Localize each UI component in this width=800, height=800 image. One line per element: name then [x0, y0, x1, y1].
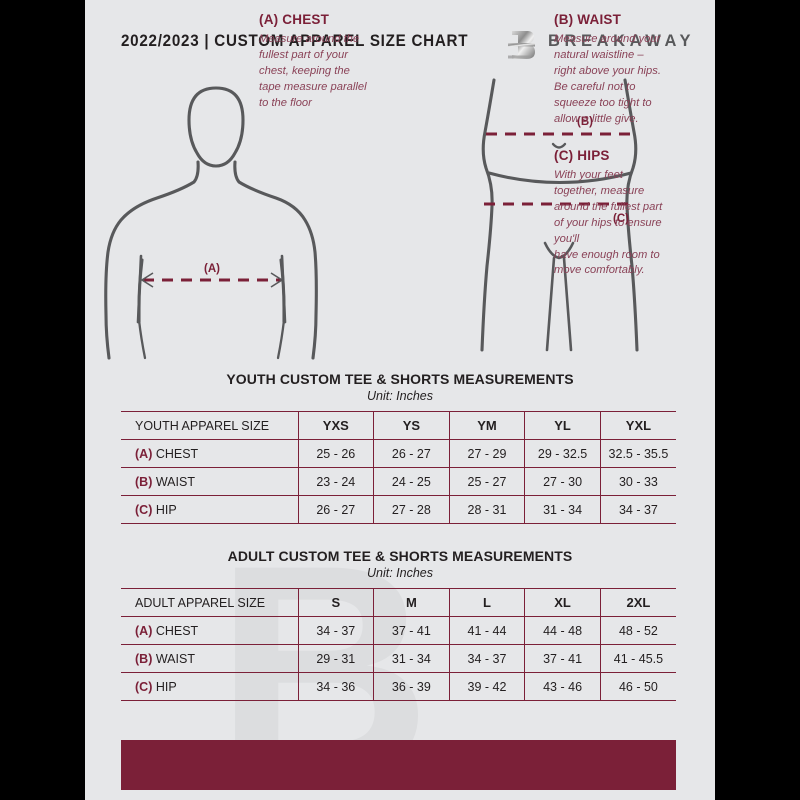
- adult-size-header-xl: XL: [524, 588, 601, 617]
- youth-hip-ym: 28 - 31: [448, 495, 526, 524]
- footer-bar: [121, 740, 676, 790]
- adult-waist-s: 29 - 31: [297, 644, 375, 673]
- youth-waist-ym: 25 - 27: [448, 467, 526, 496]
- male-torso-front-outline-icon: [104, 86, 318, 360]
- callout-waist: (B) WAIST Measure around your natural wa…: [554, 12, 702, 127]
- size-chart-page: B 2022/2023 | CUSTOM APPAREL SIZE CHART …: [85, 0, 715, 800]
- adult-apparel-size-header: ADULT APPAREL SIZE: [121, 588, 299, 617]
- table-row: (C) HIP 26 - 27 27 - 28 28 - 31 31 - 34 34 - …: [121, 495, 676, 524]
- callout-waist-body: Measure around your natural waistline – …: [554, 33, 661, 125]
- table-row: (A) CHEST 34 - 37 37 - 41 41 - 44 44 - 48 48 …: [121, 616, 676, 645]
- table-row: (C) HIP 34 - 36 36 - 39 39 - 42 43 - 46 46 - …: [121, 672, 676, 701]
- adult-size-header-s: S: [297, 588, 375, 617]
- waist-line-label: (B): [577, 116, 593, 128]
- adult-row-label-waist: (B) WAIST: [121, 644, 299, 673]
- adult-waist-xl: 37 - 41: [524, 644, 601, 673]
- table-header-row: ADULT APPAREL SIZE S M L XL 2XL: [121, 588, 676, 617]
- youth-size-header-yxl: YXL: [599, 411, 676, 440]
- adult-chest-s: 34 - 37: [297, 616, 375, 645]
- adult-row-label-hip: (C) HIP: [121, 672, 299, 701]
- youth-size-header-ys: YS: [373, 411, 450, 440]
- chest-line-label: (A): [204, 263, 220, 275]
- youth-waist-yxl: 30 - 33: [599, 467, 676, 496]
- adult-hip-2xl: 46 - 50: [599, 672, 676, 701]
- hips-line-label: (C): [613, 213, 629, 225]
- youth-waist-yxs: 23 - 24: [297, 467, 375, 496]
- adult-waist-2xl: 41 - 45.5: [599, 644, 676, 673]
- youth-hip-yxl: 34 - 37: [599, 495, 676, 524]
- table-row: (B) WAIST 29 - 31 31 - 34 34 - 37 37 - 41 41 …: [121, 644, 676, 673]
- youth-hip-ys: 27 - 28: [373, 495, 450, 524]
- table-row: (B) WAIST 23 - 24 24 - 25 25 - 27 27 - 30 30 …: [121, 467, 676, 496]
- adult-size-header-m: M: [373, 588, 450, 617]
- youth-chest-ys: 26 - 27: [373, 439, 450, 468]
- youth-waist-ys: 24 - 25: [373, 467, 450, 496]
- adult-row-label-chest: (A) CHEST: [121, 616, 299, 645]
- adult-chest-m: 37 - 41: [373, 616, 450, 645]
- callout-hips-body: With your feet together, measure around …: [554, 169, 663, 277]
- page-title: 2022/2023 | CUSTOM APPAREL SIZE CHART: [121, 32, 469, 50]
- youth-apparel-size-header: YOUTH APPAREL SIZE: [121, 411, 299, 440]
- adult-size-header-l: L: [448, 588, 526, 617]
- measure-tag: (B): [135, 651, 153, 666]
- table-row: (A) CHEST 25 - 26 26 - 27 27 - 29 29 - 32.5 3…: [121, 439, 676, 468]
- youth-section-title: YOUTH CUSTOM TEE & SHORTS MEASUREMENTS: [226, 371, 574, 387]
- youth-chest-yl: 29 - 32.5: [524, 439, 601, 468]
- measure-tag: (C): [135, 502, 153, 517]
- adult-chest-xl: 44 - 48: [524, 616, 601, 645]
- brand-name: BREAKAWAY: [548, 32, 696, 50]
- youth-chest-ym: 27 - 29: [448, 439, 526, 468]
- youth-row-label-hip: (C) HIP: [121, 495, 299, 524]
- breakaway-b-monogram-icon: [508, 31, 535, 59]
- youth-hip-yl: 31 - 34: [524, 495, 601, 524]
- adult-chest-l: 41 - 44: [448, 616, 526, 645]
- youth-waist-yl: 27 - 30: [524, 467, 601, 496]
- youth-chest-yxl: 32.5 - 35.5: [599, 439, 676, 468]
- callout-chest: (A) CHEST Measure around the fullest par…: [259, 12, 411, 112]
- callout-hips-title: (C) HIPS: [554, 148, 610, 163]
- callout-hips: (C) HIPS With your feet together, measur…: [554, 148, 702, 279]
- youth-row-label-waist: (B) WAIST: [121, 467, 299, 496]
- adult-section-title: ADULT CUSTOM TEE & SHORTS MEASUREMENTS: [227, 548, 573, 564]
- youth-section-unit: Unit: Inches: [366, 389, 433, 403]
- adult-section-unit: Unit: Inches: [366, 566, 433, 580]
- youth-size-header-yxs: YXS: [297, 411, 375, 440]
- adult-hip-xl: 43 - 46: [524, 672, 601, 701]
- adult-hip-m: 36 - 39: [373, 672, 450, 701]
- adult-size-header-2xl: 2XL: [599, 588, 676, 617]
- callout-chest-body: Measure around the fullest part of your …: [259, 33, 367, 109]
- measure-tag: (C): [135, 679, 153, 694]
- youth-row-label-chest: (A) CHEST: [121, 439, 299, 468]
- table-header-row: YOUTH APPAREL SIZE YXS YS YM YL YXL: [121, 411, 676, 440]
- measure-tag: (A): [135, 446, 153, 461]
- adult-waist-l: 34 - 37: [448, 644, 526, 673]
- measure-tag: (B): [135, 474, 153, 489]
- youth-size-header-ym: YM: [448, 411, 526, 440]
- male-hips-front-outline-icon: [480, 78, 639, 352]
- youth-chest-yxs: 25 - 26: [297, 439, 375, 468]
- youth-size-header-yl: YL: [524, 411, 601, 440]
- adult-chest-2xl: 48 - 52: [599, 616, 676, 645]
- adult-hip-l: 39 - 42: [448, 672, 526, 701]
- callout-waist-title: (B) WAIST: [554, 12, 622, 27]
- adult-size-table: ADULT APPAREL SIZE S M L XL 2XL (A) CHEST 34 -…: [121, 588, 676, 701]
- measure-tag: (A): [135, 623, 153, 638]
- measurement-figures: (A) (B) (C): [104, 78, 639, 360]
- chest-measure-line: [140, 272, 284, 288]
- callout-chest-title: (A) CHEST: [259, 12, 330, 27]
- youth-size-table: YOUTH APPAREL SIZE YXS YS YM YL YXL (A) CHEST…: [121, 411, 676, 524]
- youth-hip-yxs: 26 - 27: [297, 495, 375, 524]
- adult-hip-s: 34 - 36: [297, 672, 375, 701]
- adult-waist-m: 31 - 34: [373, 644, 450, 673]
- page-header: 2022/2023 | CUSTOM APPAREL SIZE CHART BR…: [85, 28, 715, 62]
